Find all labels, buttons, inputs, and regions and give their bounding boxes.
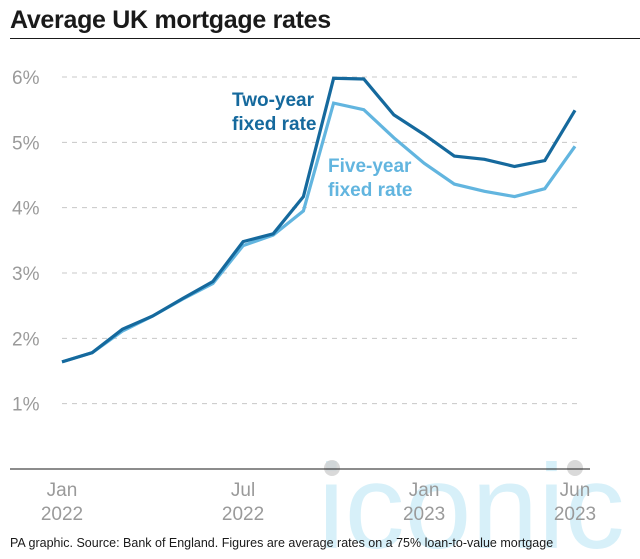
series-line-two-year	[61, 76, 577, 364]
y-tick-label: 2%	[12, 329, 40, 350]
x-tick-label: Jun	[560, 480, 591, 501]
x-tick-year-label: 2023	[403, 504, 445, 525]
two-year-label: Two-year fixed rate	[232, 90, 319, 135]
y-tick-label: 4%	[12, 199, 40, 220]
watermark: iconic	[318, 440, 625, 559]
x-axis: Jan 2022 Jul 2022 Jan 2023 Jun 2023	[41, 480, 596, 525]
y-tick-label: 5%	[12, 133, 40, 154]
watermark-dot-left	[324, 460, 340, 476]
title-rule	[10, 38, 640, 39]
five-year-label-line-2: fixed rate	[328, 180, 412, 201]
chart-title: Average UK mortgage rates	[10, 6, 331, 34]
series	[61, 76, 577, 364]
y-axis: 1% 2% 3% 4% 5% 6%	[12, 68, 40, 416]
two-year-label-line-2: fixed rate	[232, 114, 316, 135]
five-year-label: Five-year fixed rate	[328, 156, 417, 201]
y-tick-label: 6%	[12, 68, 40, 89]
x-tick-label: Jan	[47, 480, 78, 501]
footer-note: PA graphic. Source: Bank of England. Fig…	[10, 536, 554, 550]
x-tick-year-label: 2022	[41, 504, 83, 525]
watermark-text: iconic	[318, 440, 625, 559]
y-tick-label: 1%	[12, 395, 40, 416]
x-tick-year-label: 2023	[554, 504, 596, 525]
two-year-label-line-1: Two-year	[232, 90, 315, 111]
y-tick-label: 3%	[12, 264, 40, 285]
five-year-label-line-1: Five-year	[328, 156, 412, 177]
x-tick-label: Jul	[231, 480, 255, 501]
watermark-dot-right	[567, 460, 583, 476]
grid	[10, 76, 590, 470]
x-tick-year-label: 2022	[222, 504, 264, 525]
x-tick-label: Jan	[409, 480, 440, 501]
series-labels: Two-year fixed rate Five-year fixed rate	[232, 90, 417, 201]
